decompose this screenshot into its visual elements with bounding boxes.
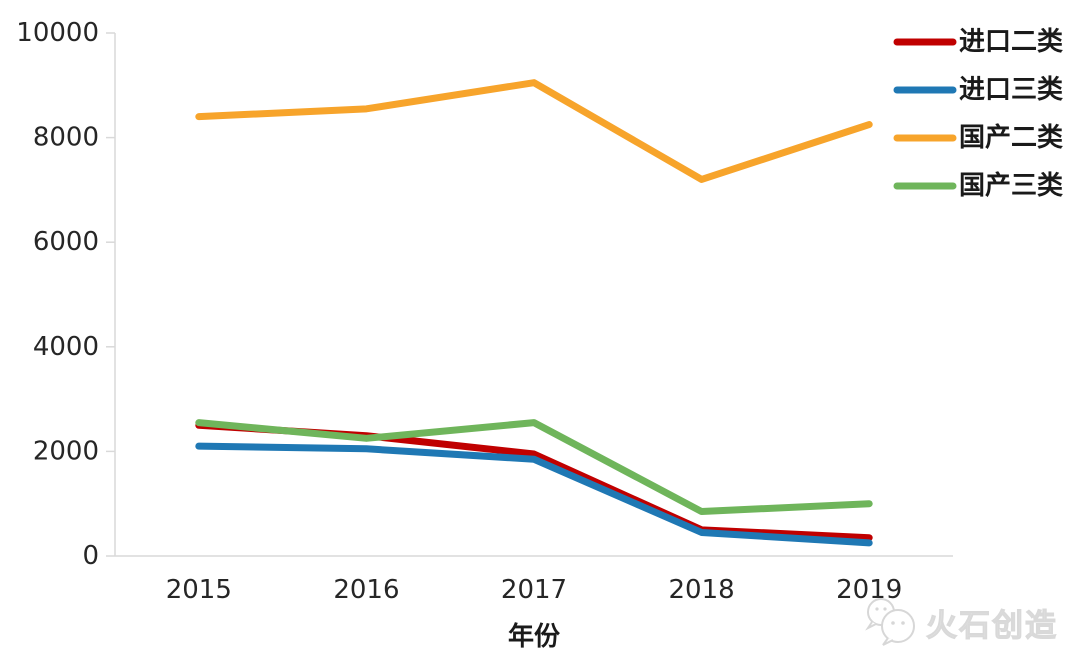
legend-label: 进口二类	[959, 27, 1063, 57]
series-line-3	[195, 419, 873, 516]
series-line-0	[195, 421, 873, 542]
x-axis-title: 年份	[507, 622, 560, 652]
legend-label: 进口三类	[959, 75, 1063, 105]
y-tick-label: 0	[82, 541, 99, 571]
legend-label: 国产三类	[959, 171, 1063, 201]
y-tick-label: 4000	[33, 332, 99, 362]
x-tick-label: 2018	[669, 575, 735, 605]
watermark-text: 火石创造	[926, 607, 1058, 644]
x-tick-label: 2016	[333, 575, 399, 605]
legend-item: 国产二类	[893, 123, 1063, 153]
y-tick-label: 2000	[33, 436, 99, 466]
series-line-1	[195, 442, 873, 547]
axes	[106, 32, 953, 557]
series-line-2	[195, 79, 873, 183]
x-tick-label: 2017	[501, 575, 567, 605]
legend-label: 国产二类	[959, 123, 1063, 153]
y-tick-label: 8000	[33, 123, 99, 153]
y-tick-label: 6000	[33, 227, 99, 257]
chat-bubbles-logo-icon	[865, 598, 915, 646]
series-lines	[195, 79, 873, 547]
x-tick-label: 2019	[836, 575, 902, 605]
x-tick-label: 2015	[166, 575, 232, 605]
legend-item: 进口二类	[893, 27, 1063, 57]
watermark: 火石创造	[862, 596, 1058, 648]
legend-item: 国产三类	[893, 171, 1063, 201]
y-tick-label: 10000	[16, 18, 99, 48]
tick-labels: 0 2000 4000 6000 8000 10000 2015 2016 2017 2018 20…	[16, 18, 902, 605]
legend-item: 进口三类	[893, 75, 1063, 105]
